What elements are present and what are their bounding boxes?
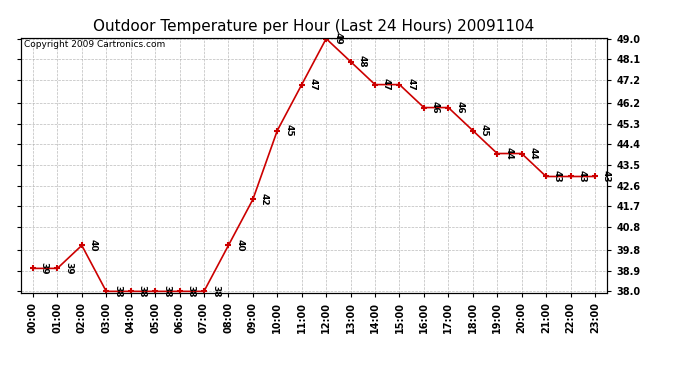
Text: 47: 47 bbox=[406, 78, 415, 91]
Text: 40: 40 bbox=[89, 239, 98, 252]
Text: 49: 49 bbox=[333, 32, 342, 45]
Text: 38: 38 bbox=[137, 285, 146, 298]
Text: 43: 43 bbox=[602, 170, 611, 183]
Text: 47: 47 bbox=[382, 78, 391, 91]
Title: Outdoor Temperature per Hour (Last 24 Hours) 20091104: Outdoor Temperature per Hour (Last 24 Ho… bbox=[93, 18, 535, 33]
Text: 38: 38 bbox=[211, 285, 220, 298]
Text: 39: 39 bbox=[40, 262, 49, 275]
Text: 44: 44 bbox=[529, 147, 538, 160]
Text: 40: 40 bbox=[235, 239, 244, 252]
Text: Copyright 2009 Cartronics.com: Copyright 2009 Cartronics.com bbox=[23, 40, 165, 49]
Text: 38: 38 bbox=[162, 285, 171, 298]
Text: 38: 38 bbox=[113, 285, 122, 298]
Text: 39: 39 bbox=[64, 262, 73, 275]
Text: 44: 44 bbox=[504, 147, 513, 160]
Text: 42: 42 bbox=[260, 193, 269, 206]
Text: 43: 43 bbox=[578, 170, 586, 183]
Text: 45: 45 bbox=[480, 124, 489, 137]
Text: 38: 38 bbox=[186, 285, 195, 298]
Text: 43: 43 bbox=[553, 170, 562, 183]
Text: 47: 47 bbox=[308, 78, 317, 91]
Text: 45: 45 bbox=[284, 124, 293, 137]
Text: 46: 46 bbox=[455, 101, 464, 114]
Text: 48: 48 bbox=[357, 55, 366, 68]
Text: 46: 46 bbox=[431, 101, 440, 114]
